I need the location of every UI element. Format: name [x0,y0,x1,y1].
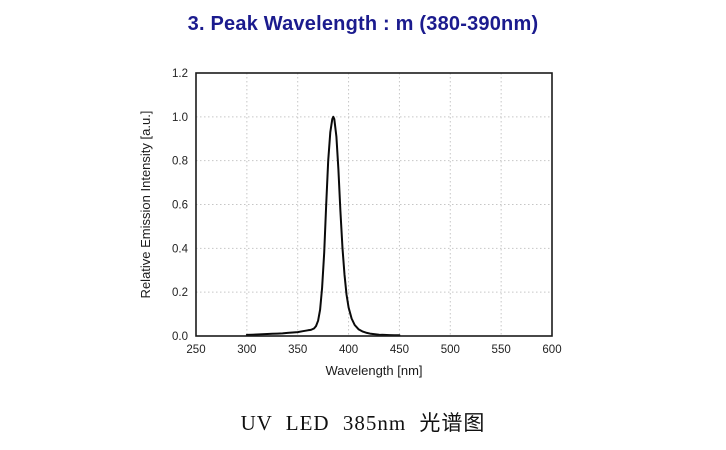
y-tick-label: 0.4 [172,243,189,255]
page-title: 3. Peak Wavelength : m (380-390nm) [187,13,539,35]
x-tick-label: 300 [237,344,256,356]
y-tick-label: 0.6 [172,200,188,212]
y-tick-label: 0.0 [172,331,188,343]
y-axis-label: Relative Emission Intensity [a.u.] [138,111,153,299]
x-axis-label: Wavelength [nm] [325,363,422,378]
y-tick-label: 0.8 [172,156,188,168]
x-tick-label: 350 [288,344,307,356]
y-tick-label: 0.2 [172,287,188,299]
x-tick-label: 400 [339,344,358,356]
y-tick-label: 1.2 [172,68,188,80]
spectrum-line [245,115,401,337]
x-tick-label: 550 [492,344,511,356]
x-tick-label: 600 [542,344,561,356]
figure-caption: UV LED 385nm 光谱图 [240,411,486,435]
x-tick-label: 500 [441,344,460,356]
x-tick-label: 450 [390,344,409,356]
y-tick-label: 1.0 [172,112,188,124]
x-tick-label: 250 [186,344,205,356]
spectrum-chart: 250 300 350 400 450 500 550 600 0.0 0.2 0.4 0.6 0.8 1… [138,68,562,378]
plot-frame [195,72,553,337]
